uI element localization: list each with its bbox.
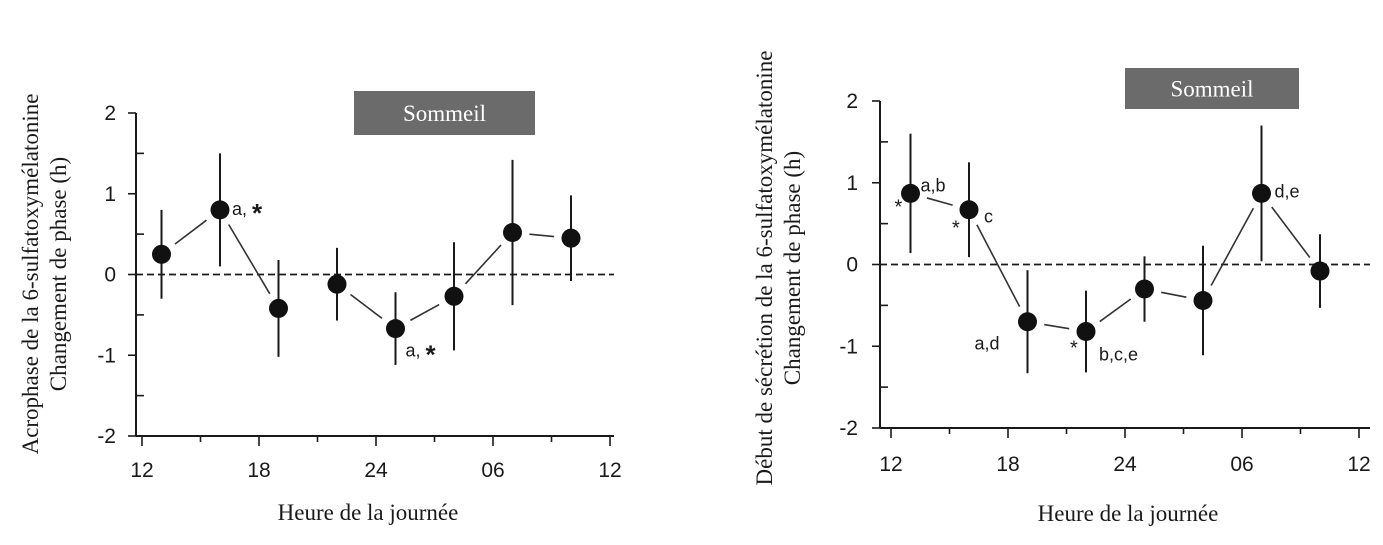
axes	[128, 112, 614, 446]
connector-segment	[350, 293, 383, 319]
connector-segment	[1099, 298, 1132, 323]
connector-segment	[976, 224, 1021, 308]
connector-segment	[529, 233, 555, 238]
y-tick-label: 2	[104, 102, 116, 125]
y-axis-label-line-2: Changement de phase (h)	[780, 151, 805, 385]
x-tick-label: 12	[598, 459, 621, 482]
tick-labels: 2 1 0 -1 -2 12 18 24 06 12	[839, 90, 1370, 476]
x-axis-label: Heure de la journée	[278, 500, 459, 525]
point-annotation: a,	[406, 341, 421, 361]
error-bars	[160, 153, 572, 365]
y-tick-label: 2	[846, 90, 858, 113]
y-axis-label-line-2: Changement de phase (h)	[46, 157, 71, 391]
data-point	[210, 200, 230, 220]
connector-segment	[174, 219, 207, 245]
connector-segment	[1161, 291, 1187, 298]
point-annotation: d,e	[1275, 181, 1300, 201]
x-tick-label: 24	[1113, 453, 1137, 476]
y-tick-label: -1	[97, 344, 116, 367]
significance-star: *	[952, 218, 960, 240]
x-tick-label: 12	[130, 459, 153, 482]
sleep-box: Sommeil	[1125, 68, 1299, 109]
error-bars	[909, 125, 1321, 374]
y-tick-label: 1	[846, 172, 858, 195]
sleep-box-rect	[1125, 68, 1299, 109]
connector-segment	[227, 224, 271, 295]
x-tick-label: 18	[247, 459, 270, 482]
data-point	[1135, 279, 1154, 299]
connector-segment	[926, 197, 953, 206]
data-point	[386, 319, 405, 339]
data-point	[503, 223, 522, 243]
x-tick-label: 24	[364, 459, 388, 482]
sleep-box-label: Sommeil	[403, 101, 486, 126]
data-point	[327, 274, 347, 294]
point-annotation: b,c,e	[1099, 345, 1138, 365]
sleep-box: Sommeil	[354, 91, 535, 135]
data-point	[959, 200, 979, 220]
significance-star: *	[252, 198, 263, 228]
connector-segment	[1044, 323, 1070, 330]
point-annotation: c	[984, 207, 993, 227]
connectors	[926, 197, 1311, 330]
data-point	[561, 228, 581, 248]
data-point	[901, 183, 920, 203]
significance-star: *	[895, 196, 903, 218]
y-axis-label-line-1: Début de sécrétion de la 6-sulfatoxyméla…	[752, 51, 777, 486]
connector-segment	[409, 303, 440, 322]
point-annotation: a,d	[975, 334, 1000, 354]
annotations: a,b * c * a,d b,c,e * d,e	[895, 175, 1300, 364]
point-annotation: a,b	[921, 175, 946, 195]
significance-star: *	[1070, 338, 1078, 360]
x-tick-label: 06	[1230, 453, 1253, 476]
data-point	[1193, 290, 1213, 310]
annotations: a, *a, *	[232, 198, 437, 370]
sleep-box-rect	[354, 91, 535, 135]
connector-segment	[1271, 206, 1311, 258]
y-tick-label: -1	[839, 335, 858, 358]
x-tick-label: 12	[1347, 453, 1370, 476]
data-points	[152, 200, 581, 339]
connector-segment	[1210, 207, 1255, 286]
tick-labels: 2 1 0 -1 -2 12 18 24 06 12	[97, 102, 621, 482]
y-tick-label: 1	[104, 183, 116, 206]
y-tick-label: 0	[846, 254, 858, 277]
data-point	[1310, 261, 1330, 281]
y-axis-label-line-1: Acrophase de la 6-sulfatoxymélatonine	[18, 94, 43, 455]
connector-segment	[464, 244, 502, 285]
chart-onset: Sommeil 2 1 0 -1 -2 12 18 24 06 12 a,b * c * a,d b,c,e…	[752, 51, 1371, 526]
data-point	[269, 298, 288, 318]
axes	[872, 100, 1370, 438]
data-point	[152, 244, 171, 264]
significance-star: *	[426, 340, 437, 370]
sleep-box-label: Sommeil	[1170, 77, 1253, 102]
y-tick-label: -2	[839, 417, 858, 440]
data-point	[1018, 312, 1037, 332]
y-tick-label: 0	[104, 264, 116, 287]
data-points	[901, 183, 1330, 342]
connectors	[174, 219, 555, 322]
data-point	[1252, 183, 1271, 203]
data-point	[444, 286, 464, 306]
x-axis-label: Heure de la journée	[1038, 501, 1219, 526]
y-tick-label: -2	[97, 425, 116, 448]
x-tick-label: 18	[996, 453, 1019, 476]
x-tick-label: 06	[481, 459, 504, 482]
chart-acrophase: Sommeil 210-1-212 18 24 06 12 a, *a, * Heure d…	[18, 91, 622, 525]
data-point	[1076, 322, 1096, 342]
x-tick-label: 12	[879, 453, 902, 476]
point-annotation: a,	[232, 199, 247, 219]
